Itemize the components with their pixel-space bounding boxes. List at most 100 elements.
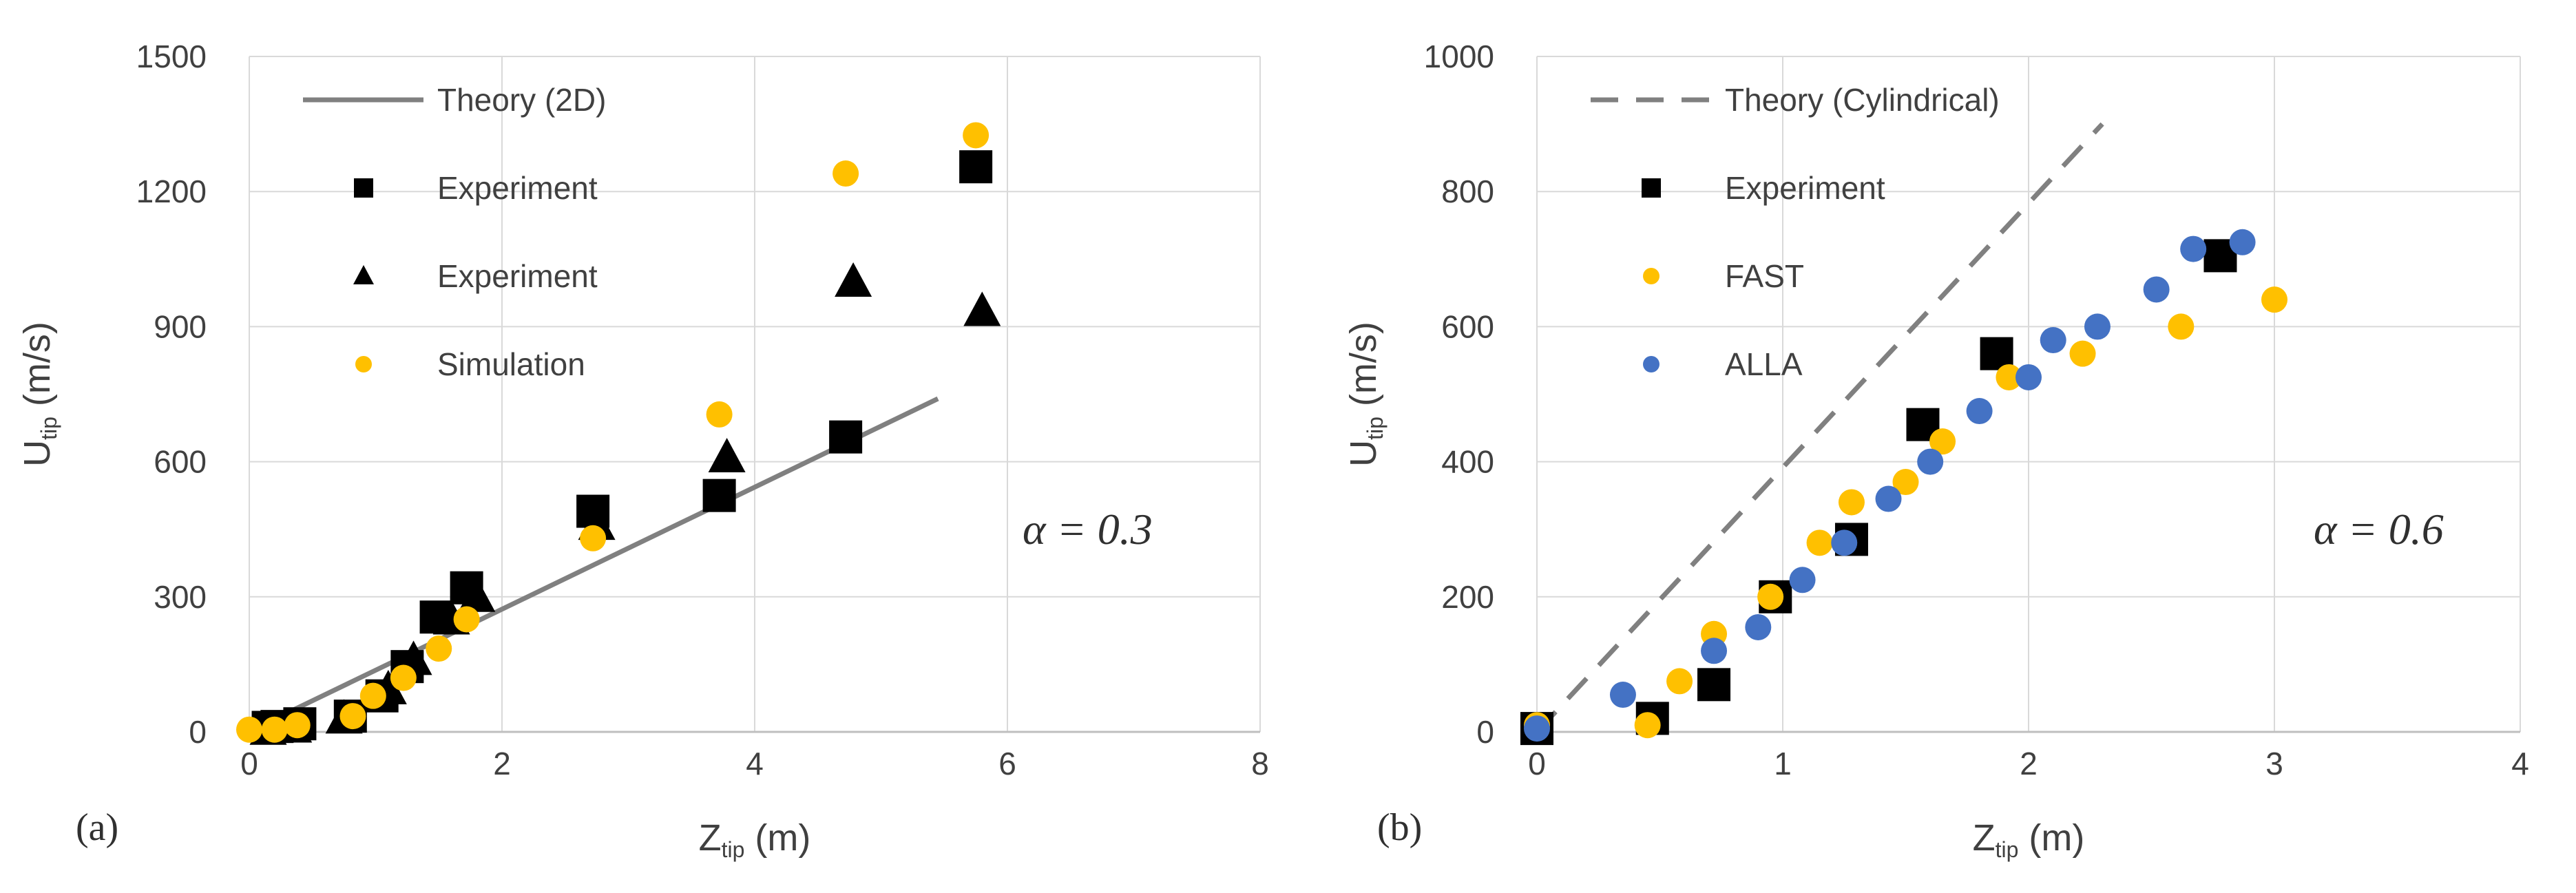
x-axis-label: Ztip (m) (1973, 817, 2085, 862)
y-tick-label: 600 (154, 444, 207, 480)
x-tick-label: 8 (1251, 746, 1269, 781)
data-point-square (1697, 668, 1731, 702)
data-point-circle (706, 401, 733, 428)
data-point-circle (1524, 715, 1550, 742)
alpha-annotation: α = 0.3 (1023, 505, 1153, 554)
legend-item: ALLA (1643, 346, 1803, 382)
data-point-circle (261, 716, 288, 743)
y-axis-label-sub: tip (36, 417, 61, 440)
y-axis-label-unit: (m/s) (17, 322, 58, 417)
y-tick-label: 900 (154, 308, 207, 344)
x-tick-label: 4 (746, 746, 764, 781)
data-point-circle (1634, 712, 1661, 739)
data-point-circle (390, 664, 417, 691)
legend-label: Theory (Cylindrical) (1725, 82, 2000, 118)
data-point-circle (2261, 286, 2287, 313)
legend-item: Theory (Cylindrical) (1591, 82, 2000, 118)
y-axis-label-main: U (1343, 440, 1384, 467)
data-point-circle (1831, 529, 1858, 556)
x-axis-label-unit: (m) (2018, 817, 2084, 859)
y-tick-label: 0 (1476, 714, 1494, 750)
y-axis-label-sub: tip (1363, 417, 1388, 440)
x-tick-label: 0 (1528, 746, 1546, 781)
legend-circle-swatch (355, 356, 372, 372)
data-point-circle (2040, 327, 2066, 354)
data-point-circle (426, 635, 452, 662)
data-point-circle (1757, 583, 1784, 610)
y-tick-label: 1500 (136, 39, 207, 74)
y-tick-label: 1000 (1424, 39, 1494, 74)
x-axis-label-unit: (m) (744, 817, 810, 859)
y-tick-label: 1200 (136, 174, 207, 209)
y-axis-label-main: U (17, 440, 58, 467)
data-point-circle (339, 703, 366, 730)
legend-item: Experiment (353, 258, 598, 294)
legend-square-swatch (354, 178, 373, 198)
data-point-triangle (963, 291, 1001, 326)
data-point-circle (2015, 364, 2042, 390)
x-axis-label-sub: tip (1996, 837, 2019, 862)
series-alla (1524, 229, 2256, 742)
legend-label: Experiment (437, 170, 598, 206)
data-point-circle (1609, 682, 1636, 708)
y-axis-label: Utip (m/s) (1343, 322, 1388, 467)
x-tick-label: 6 (998, 746, 1016, 781)
data-point-circle (1806, 529, 1833, 556)
x-tick-label: 4 (2511, 746, 2529, 781)
data-point-circle (1666, 668, 1693, 695)
chart-panel-a: 0 2 4 6 8 0 300 600 900 1200 1500 Ztip (m) Utip (m/s… (17, 39, 1269, 862)
theory-line (260, 396, 939, 728)
legend-label: Simulation (437, 346, 585, 382)
legend-label: ALLA (1725, 346, 1803, 382)
data-point-circle (359, 682, 386, 709)
y-tick-label: 800 (1441, 174, 1494, 209)
data-point-circle (2229, 229, 2256, 255)
data-point-circle (284, 712, 311, 739)
y-tick-label: 200 (1441, 579, 1494, 615)
data-point-circle (1966, 398, 1993, 425)
data-point-circle (236, 716, 262, 743)
data-point-circle (1917, 448, 1944, 475)
x-tick-label: 2 (493, 746, 511, 781)
series-experiment (249, 262, 1001, 745)
y-axis-label: Utip (m/s) (17, 322, 61, 467)
data-point-circle (963, 122, 989, 149)
data-point-circle (1929, 428, 1956, 455)
data-point-square (702, 479, 736, 512)
data-point-triangle (835, 262, 872, 297)
legend-triangle-swatch (353, 265, 374, 284)
legend-square-swatch (1642, 178, 1661, 198)
x-tick-label: 3 (2265, 746, 2283, 781)
x-tick-label: 1 (1774, 746, 1792, 781)
series-simulation (236, 122, 989, 743)
data-point-circle (1838, 489, 1865, 516)
data-point-circle (2180, 235, 2207, 262)
series-fast (1524, 286, 2287, 739)
x-axis-label-main: Z (699, 817, 722, 859)
x-axis-label-main: Z (1973, 817, 1996, 859)
x-axis-label: Ztip (m) (699, 817, 811, 862)
x-tick-label: 0 (240, 746, 258, 781)
y-tick-label: 600 (1441, 308, 1494, 344)
data-point-circle (1701, 638, 1728, 664)
data-point-circle (2069, 340, 2096, 367)
theory-line (1535, 122, 2104, 734)
legend-circle-swatch (1643, 268, 1659, 284)
data-point-square (959, 150, 993, 184)
chart-panel-b: 0 1 2 3 4 0 200 400 600 800 1000 Ztip (m) Utip (m/s)… (1343, 39, 2529, 862)
data-point-circle (1892, 469, 1919, 496)
y-tick-label: 0 (189, 714, 207, 750)
y-axis-label-unit: (m/s) (1343, 322, 1384, 417)
y-tick-label: 400 (1441, 444, 1494, 480)
data-point-triangle (458, 577, 496, 612)
legend-circle-swatch (1643, 356, 1659, 372)
legend-label: Experiment (1725, 170, 1885, 206)
legend-item: FAST (1643, 258, 1804, 294)
legend-label: FAST (1725, 258, 1804, 294)
data-point-circle (2168, 313, 2195, 340)
legend-item: Experiment (1642, 170, 1885, 206)
data-point-circle (1875, 485, 1902, 512)
data-point-square (829, 420, 863, 454)
legend-label: Theory (2D) (437, 82, 606, 118)
